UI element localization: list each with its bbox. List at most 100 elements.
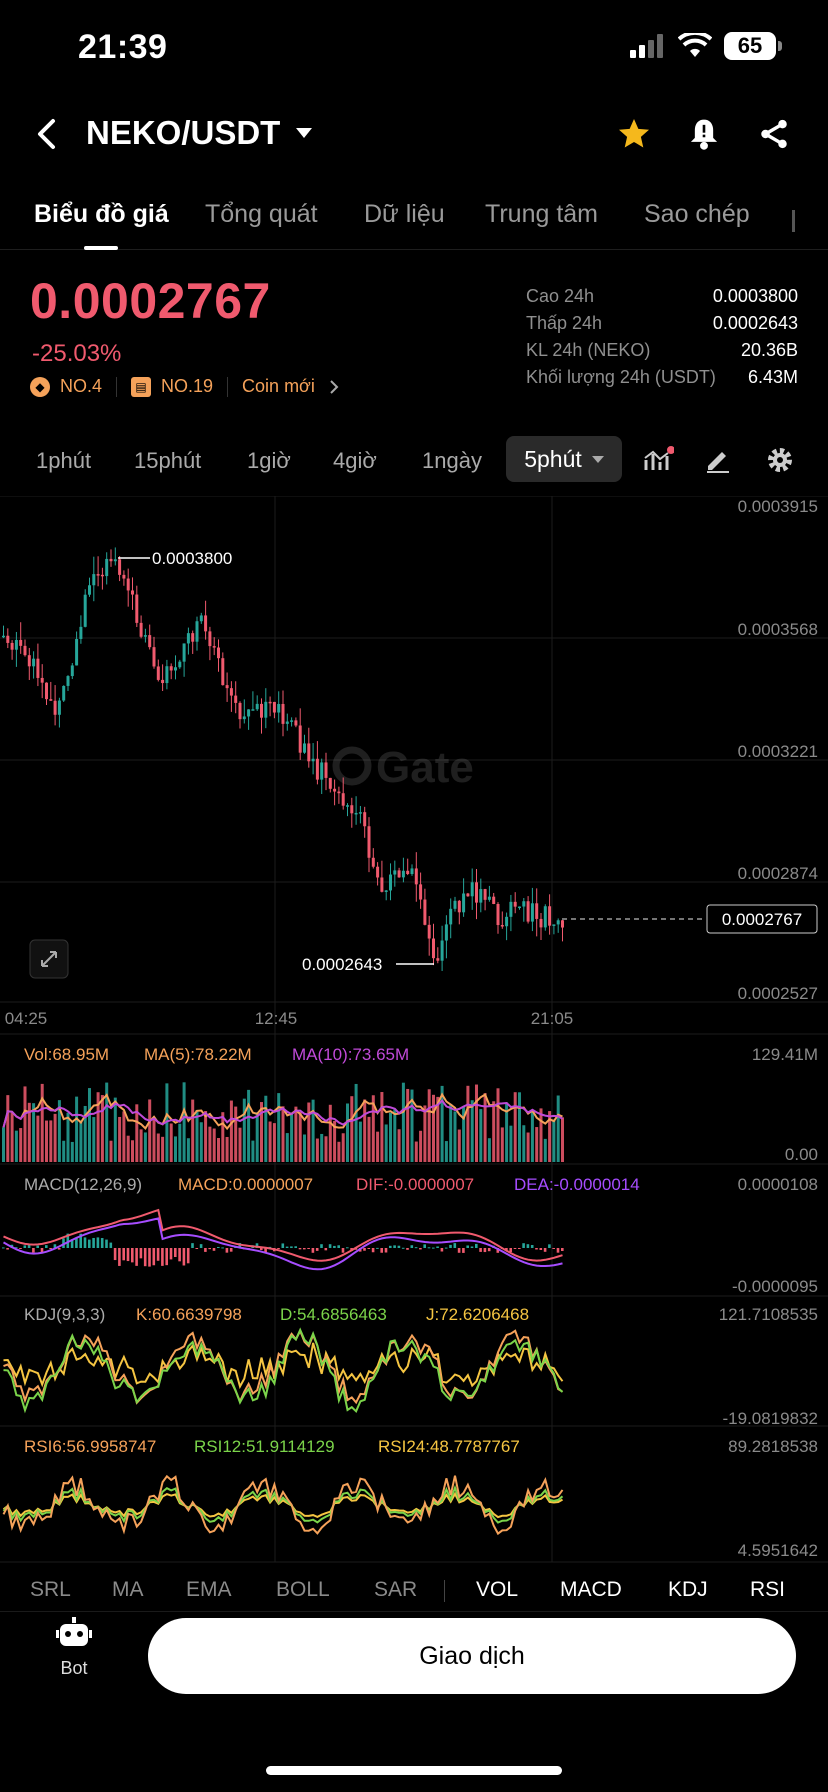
candle-body xyxy=(518,906,521,909)
indicator-ema[interactable]: EMA xyxy=(186,1578,232,1601)
candle-body xyxy=(470,882,474,897)
candle-body xyxy=(462,893,466,913)
volume-bar xyxy=(208,1126,212,1162)
volume-bar xyxy=(423,1105,427,1162)
macd-histogram-bar xyxy=(208,1248,211,1250)
interval-1h[interactable]: 1giờ xyxy=(247,448,291,473)
macd-histogram-bar xyxy=(505,1248,508,1251)
macd-histogram-bar xyxy=(174,1248,177,1258)
volume-bar xyxy=(350,1096,354,1162)
candlestick-chart-area[interactable]: Gate 0.0003915 0.0003568 0.0003221 0.000… xyxy=(0,496,828,1576)
volume-bar xyxy=(419,1130,423,1162)
volume-bar xyxy=(453,1111,457,1162)
wifi-icon xyxy=(678,33,712,57)
volume-bar xyxy=(518,1092,521,1162)
indicator-srl[interactable]: SRL xyxy=(30,1578,71,1601)
candle-body xyxy=(53,700,57,715)
candle-body xyxy=(389,874,392,891)
candle-body xyxy=(19,639,23,646)
candle-body xyxy=(14,639,18,650)
candle-body xyxy=(440,940,444,961)
candle-body xyxy=(492,896,496,904)
candle-body xyxy=(204,615,208,632)
macd-histogram-bar xyxy=(315,1248,319,1251)
candle-body xyxy=(268,701,272,704)
pair-dropdown-icon[interactable] xyxy=(296,128,312,138)
macd-histogram-bar xyxy=(152,1248,156,1266)
volume-bar xyxy=(242,1098,246,1162)
macd-histogram-bar xyxy=(423,1244,426,1248)
macd-histogram-bar xyxy=(483,1248,487,1253)
favorite-star-icon[interactable] xyxy=(612,112,656,156)
indicator-rsi[interactable]: RSI xyxy=(750,1578,786,1601)
macd-histogram-bar xyxy=(470,1246,474,1248)
interval-15m[interactable]: 15phút xyxy=(134,448,202,473)
candle-body xyxy=(27,655,31,667)
price-axis-label: 0.0002874 xyxy=(738,864,818,883)
macd-name: MACD(12,26,9) xyxy=(24,1175,142,1194)
candle-body xyxy=(479,889,483,903)
tab-copy[interactable]: Sao chép xyxy=(644,200,750,228)
volume-bar xyxy=(221,1112,225,1162)
share-icon[interactable] xyxy=(752,112,796,156)
trade-button[interactable]: Giao dịch xyxy=(148,1618,796,1694)
home-indicator xyxy=(266,1766,562,1775)
volume-bar xyxy=(225,1136,229,1162)
candle-body xyxy=(522,901,526,907)
candle-body xyxy=(414,868,418,885)
interval-4h[interactable]: 4giờ xyxy=(333,448,377,473)
interval-1d[interactable]: 1ngày xyxy=(422,448,482,473)
stat-label: KL 24h (NEKO) xyxy=(526,340,651,360)
price-alert-bell-icon[interactable] xyxy=(682,112,726,156)
indicator-kdj[interactable]: KDJ xyxy=(668,1578,708,1601)
macd-histogram-bar xyxy=(75,1237,78,1248)
indicator-vol[interactable]: VOL xyxy=(476,1578,519,1601)
interval-dropdown[interactable]: 5phút xyxy=(506,436,622,482)
tab-overview[interactable]: Tổng quát xyxy=(205,200,318,228)
interval-1m[interactable]: 1phút xyxy=(36,448,92,473)
macd-dif: DIF:-0.0000007 xyxy=(356,1175,474,1194)
expand-chart-button[interactable] xyxy=(29,939,69,979)
caret-down-icon xyxy=(591,455,604,463)
volume-bar xyxy=(397,1129,401,1162)
macd-histogram-bar xyxy=(113,1248,117,1261)
volume-bar xyxy=(182,1082,186,1162)
volume-bar xyxy=(556,1095,560,1162)
volume-bar xyxy=(522,1125,526,1162)
volume-bar xyxy=(204,1111,208,1162)
volume-bar xyxy=(27,1102,31,1162)
draw-pencil-icon[interactable] xyxy=(698,440,738,480)
volume-bar xyxy=(83,1105,87,1162)
back-button[interactable] xyxy=(24,112,68,156)
volume-bar xyxy=(561,1117,564,1162)
volume-bar xyxy=(294,1106,298,1162)
candle-body xyxy=(397,870,401,878)
new-coin-link[interactable]: Coin mới xyxy=(242,376,339,397)
indicator-macd[interactable]: MACD xyxy=(560,1578,622,1601)
macd-histogram-bar xyxy=(57,1248,61,1250)
tab-price-chart[interactable]: Biểu đồ giá xyxy=(34,200,169,228)
rank-1[interactable]: NO.4 xyxy=(60,376,103,396)
volume-bar xyxy=(341,1133,345,1162)
candle-body xyxy=(277,703,281,713)
bot-label: Bot xyxy=(60,1658,88,1678)
tab-data[interactable]: Dữ liệu xyxy=(364,200,445,228)
indicator-boll[interactable]: BOLL xyxy=(276,1578,330,1601)
settings-gear-icon[interactable] xyxy=(760,440,800,480)
indicator-chart-icon[interactable] xyxy=(638,440,678,480)
low-price-label: 0.0002643 xyxy=(302,955,382,974)
macd-histogram-bar xyxy=(526,1244,530,1248)
pair-title[interactable]: NEKO/USDT xyxy=(86,114,281,151)
volume-bar xyxy=(285,1133,289,1162)
volume-bar xyxy=(333,1120,337,1162)
chart-svg[interactable]: Gate 0.0003915 0.0003568 0.0003221 0.000… xyxy=(0,496,828,1576)
candle-body xyxy=(298,725,302,753)
tab-center[interactable]: Trung tâm xyxy=(485,200,599,228)
volume-bar xyxy=(234,1106,238,1162)
indicator-sar[interactable]: SAR xyxy=(374,1578,418,1601)
macd-histogram-bar xyxy=(45,1245,48,1248)
rank-2[interactable]: NO.19 xyxy=(161,376,214,396)
indicator-ma[interactable]: MA xyxy=(112,1578,144,1601)
bot-button[interactable]: Bot xyxy=(40,1616,108,1696)
macd-histogram-bar xyxy=(380,1248,383,1253)
